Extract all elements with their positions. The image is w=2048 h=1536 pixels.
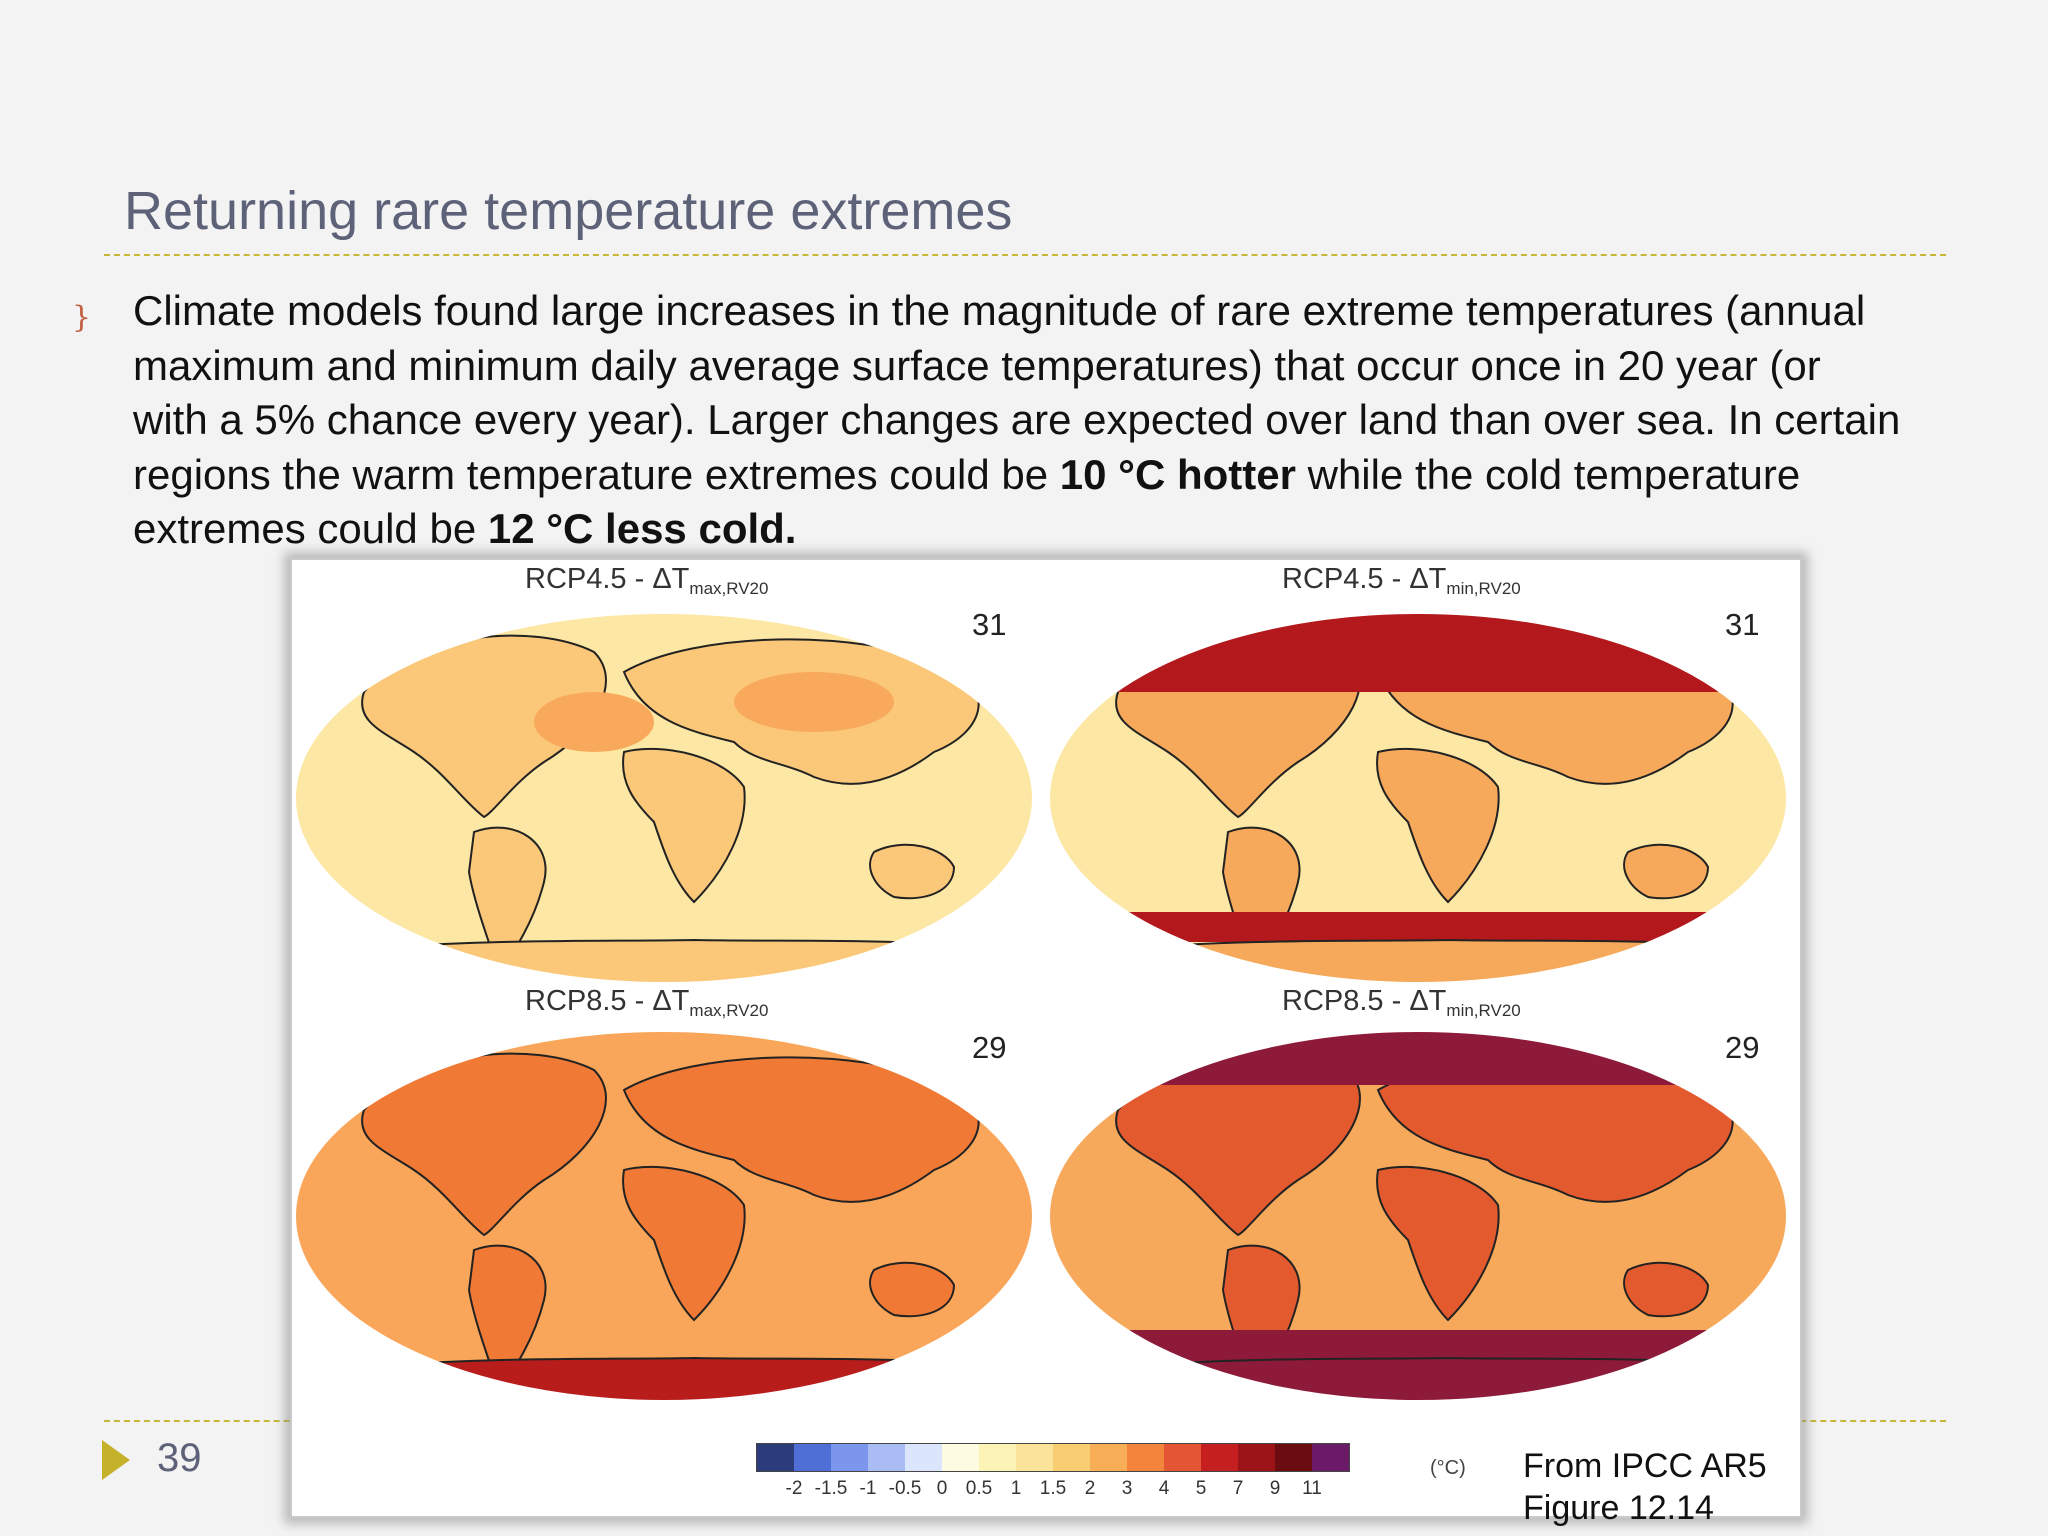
colorbar-swatch [831, 1444, 868, 1471]
land-africa [1376, 748, 1500, 904]
colorbar-tick-label: 1 [1010, 1478, 1022, 1499]
map-rcp45-max [294, 612, 1034, 984]
colorbar-swatch [1164, 1444, 1201, 1471]
colorbar-swatch [1090, 1444, 1127, 1471]
land-africa [1376, 1166, 1500, 1322]
land-antarctica [1049, 1356, 1787, 1401]
colorbar-tick-label: 9 [1269, 1478, 1281, 1499]
colorbar-swatch [942, 1444, 979, 1471]
colorbar-tick-label: -1 [859, 1478, 877, 1499]
panel-scenario: RCP4.5 - ΔT [525, 563, 690, 595]
colorbar-tick-label: -0.5 [888, 1478, 922, 1499]
colorbar-tick-label: 5 [1195, 1478, 1207, 1499]
colorbar-tick-label: -1.5 [814, 1478, 848, 1499]
colorbar-swatch [1238, 1444, 1275, 1471]
colorbar-swatch [868, 1444, 905, 1471]
land-south-america [467, 1244, 547, 1393]
land-south-america [467, 826, 547, 975]
panel-count-rcp85-max: 29 [972, 1030, 1007, 1065]
colorbar-swatch [1275, 1444, 1312, 1471]
colorbar-swatch [979, 1444, 1016, 1471]
colorbar-swatch [1201, 1444, 1238, 1471]
land-africa [622, 1166, 746, 1322]
slide-body-text: Climate models found large increases in … [133, 284, 1903, 557]
land-north-america [361, 634, 607, 819]
panel-subscript: max,RV20 [689, 1001, 769, 1020]
arctic-band [1049, 613, 1787, 692]
panel-count-rcp45-min: 31 [1725, 607, 1760, 642]
body-text-part-1: Climate models found large increases in … [133, 287, 1901, 498]
panel-title-rcp85-min: RCP8.5 - ΔTmin,RV20 [1282, 985, 1521, 1021]
land-australia [869, 1261, 956, 1318]
colorbar-tick-label: 1.5 [1039, 1478, 1067, 1499]
colorbar-swatch [757, 1444, 794, 1471]
colorbar-swatch [905, 1444, 942, 1471]
panel-subscript: max,RV20 [689, 579, 769, 598]
panel-scenario: RCP8.5 - ΔT [1282, 985, 1447, 1017]
colorbar-tick-label: -2 [785, 1478, 803, 1499]
panel-title-rcp45-max: RCP4.5 - ΔTmax,RV20 [525, 563, 768, 599]
arctic-band [1049, 1031, 1787, 1085]
colorbar-tick-label: 0.5 [965, 1478, 993, 1499]
hotspot [534, 692, 654, 752]
panel-title-rcp85-max: RCP8.5 - ΔTmax,RV20 [525, 985, 768, 1021]
map-rcp85-max [294, 1030, 1034, 1402]
land-north-america [361, 1052, 607, 1237]
source-line-1: From IPCC AR5 [1523, 1447, 1767, 1485]
land-antarctica [295, 1356, 1033, 1401]
figure-source: From IPCC AR5 Figure 12.14 [1523, 1445, 1767, 1529]
bullet-icon: } [72, 300, 92, 335]
map-rcp85-min [1048, 1030, 1788, 1402]
slide-title: Returning rare temperature extremes [124, 181, 1013, 241]
panel-count-rcp85-min: 29 [1725, 1030, 1760, 1065]
hotspot [734, 672, 894, 732]
page-number: 39 [157, 1436, 202, 1480]
colorbar-tick-label: 2 [1084, 1478, 1096, 1499]
colorbar-tick-label: 0 [936, 1478, 948, 1499]
land-africa [622, 748, 746, 904]
play-triangle-icon [102, 1440, 130, 1480]
land-antarctica [1049, 938, 1787, 983]
title-divider [104, 254, 1946, 256]
colorbar [756, 1443, 1350, 1472]
colorbar-swatch [1127, 1444, 1164, 1471]
source-line-2: Figure 12.14 [1523, 1489, 1714, 1527]
panel-title-rcp45-min: RCP4.5 - ΔTmin,RV20 [1282, 563, 1521, 599]
colorbar-swatch [1312, 1444, 1349, 1471]
panel-scenario: RCP8.5 - ΔT [525, 985, 690, 1017]
colorbar-swatch [794, 1444, 831, 1471]
colorbar-unit: (°C) [1430, 1457, 1466, 1479]
southern-ocean-band [1049, 912, 1787, 942]
panel-subscript: min,RV20 [1446, 579, 1521, 598]
body-text-part-2: while the cold temperature extremes coul… [133, 450, 1801, 553]
colorbar-swatch [1016, 1444, 1053, 1471]
colorbar-tick-label: 7 [1232, 1478, 1244, 1499]
land-australia [1623, 843, 1710, 900]
body-bold-less-cold: 12 °C less cold. [487, 505, 797, 552]
panel-scenario: RCP4.5 - ΔT [1282, 563, 1447, 595]
panel-subscript: min,RV20 [1446, 1001, 1521, 1020]
land-australia [1623, 1261, 1710, 1318]
colorbar-tick-label: 11 [1302, 1478, 1322, 1499]
land-eurasia [622, 1056, 980, 1203]
body-bold-hotter: 10 °C hotter [1059, 450, 1296, 498]
colorbar-tick-label: 3 [1121, 1478, 1133, 1499]
panel-count-rcp45-max: 31 [972, 607, 1007, 642]
colorbar-tick-label: 4 [1158, 1478, 1170, 1499]
land-antarctica [295, 938, 1033, 983]
colorbar-swatch [1053, 1444, 1090, 1471]
map-rcp45-min [1048, 612, 1788, 984]
land-australia [869, 843, 956, 900]
